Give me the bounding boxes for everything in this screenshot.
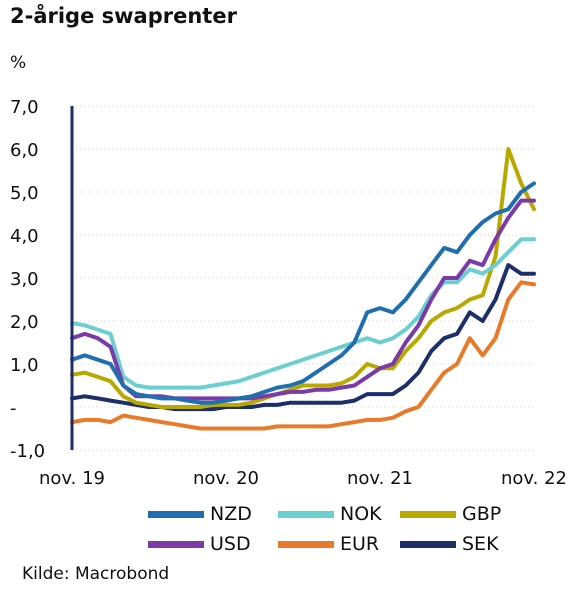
y-tick-label: 5,0 <box>10 183 39 204</box>
y-tick-label: 4,0 <box>10 226 39 247</box>
legend-swatch-nzd <box>148 511 204 518</box>
legend-item-nzd: NZD <box>148 503 252 525</box>
legend-swatch-nok <box>278 511 334 518</box>
y-tick-label: 1,0 <box>10 355 39 376</box>
series-line-nzd <box>70 181 536 405</box>
x-tick-label: nov. 22 <box>501 468 567 489</box>
legend-label-nzd: NZD <box>210 503 252 525</box>
y-tick-label: - <box>10 398 17 419</box>
series-line-usd <box>70 198 536 401</box>
legend-label-sek: SEK <box>462 533 499 555</box>
legend-item-nok: NOK <box>278 503 382 525</box>
legend-label-usd: USD <box>210 533 251 555</box>
y-tick-labels: 7,0 6,0 5,0 4,0 3,0 2,0 1,0 - -1,0 <box>10 97 45 462</box>
x-tick-label: nov. 19 <box>39 468 105 489</box>
source-note: Kilde: Macrobond <box>22 564 170 584</box>
series-line-eur <box>70 280 536 431</box>
series-line-gbp <box>70 147 536 409</box>
legend-swatch-eur <box>278 541 334 548</box>
x-tick-labels: nov. 19 nov. 20 nov. 21 nov. 22 <box>39 468 567 489</box>
legend-swatch-usd <box>148 541 204 548</box>
y-tick-label: 2,0 <box>10 312 39 333</box>
legend-swatch-sek <box>400 541 456 548</box>
chart-title: 2-årige swaprenter <box>10 4 237 28</box>
legend-label-gbp: GBP <box>462 503 502 525</box>
y-tick-label: -1,0 <box>10 441 45 462</box>
y-unit-label: % <box>10 53 27 73</box>
series-line-sek <box>70 263 536 412</box>
legend-label-eur: EUR <box>340 533 380 555</box>
y-tick-label: 3,0 <box>10 269 39 290</box>
legend-item-gbp: GBP <box>400 503 501 525</box>
legend-label-nok: NOK <box>340 503 382 525</box>
y-tick-label: 6,0 <box>10 140 39 161</box>
x-tick-label: nov. 21 <box>347 468 413 489</box>
legend-swatch-gbp <box>400 511 456 518</box>
y-tick-label: 7,0 <box>10 97 39 118</box>
series-line-nok <box>70 237 536 390</box>
x-tick-label: nov. 20 <box>193 468 259 489</box>
series-lines <box>70 147 536 431</box>
grid-lines <box>72 105 534 451</box>
legend-item-usd: USD <box>148 533 251 555</box>
legend-item-eur: EUR <box>278 533 379 555</box>
legend-item-sek: SEK <box>400 533 499 555</box>
